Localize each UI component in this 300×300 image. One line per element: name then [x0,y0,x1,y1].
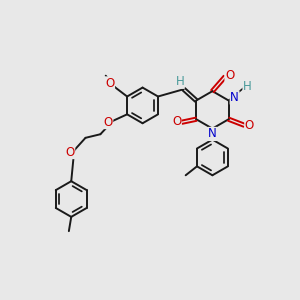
Text: O: O [103,116,113,129]
Text: O: O [65,146,75,159]
Text: O: O [225,69,234,82]
Text: H: H [176,75,184,88]
Text: O: O [105,77,115,90]
Text: N: N [208,128,217,140]
Text: O: O [172,115,181,128]
Text: O: O [245,119,254,132]
Text: N: N [230,91,239,104]
Text: H: H [243,80,252,93]
